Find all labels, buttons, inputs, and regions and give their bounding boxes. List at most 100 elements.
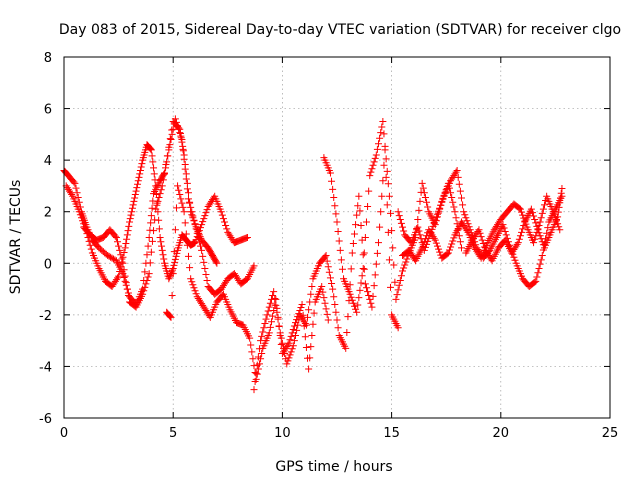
data-point-trail [112, 276, 120, 284]
data-point-trail [332, 210, 340, 218]
x-tick-label: 15 [383, 426, 400, 441]
data-point-trail [450, 203, 458, 211]
data-point-trail [323, 310, 331, 318]
data-point-trail [533, 273, 541, 281]
data-point-trail [283, 343, 291, 351]
data-point-trail [518, 208, 526, 216]
series-track-a [60, 117, 221, 309]
data-point-trail [189, 212, 197, 220]
data-point-trail [129, 201, 137, 209]
data-point-trail [162, 164, 170, 172]
data-point-trail [273, 308, 281, 316]
data-point-trail [528, 209, 536, 217]
data-point-trail [306, 298, 314, 306]
data-point-trail [141, 283, 149, 291]
y-tick-label: 0 [44, 257, 52, 272]
data-point-trail [133, 184, 141, 192]
data-point-trail [178, 199, 186, 207]
data-point-trail [548, 205, 556, 213]
data-point-trail [228, 235, 236, 243]
data-point-trail [155, 179, 163, 187]
data-point-trail [294, 321, 302, 329]
data-point-trail [108, 254, 116, 262]
data-point-trail [118, 255, 126, 263]
data-point-trail [197, 242, 204, 250]
data-point-trail [512, 242, 520, 250]
data-point-trail [308, 282, 316, 290]
data-point [433, 210, 441, 218]
data-point-trail [121, 272, 129, 280]
data-point [355, 192, 363, 200]
data-point-trail [222, 221, 230, 229]
data-point-trail [267, 318, 275, 326]
data-point-trail [369, 161, 377, 169]
data-point-trail [371, 271, 379, 279]
data-point-trail [285, 354, 293, 362]
data-point-trail [169, 270, 177, 278]
data-point-trail [436, 204, 444, 212]
data-point [368, 303, 376, 311]
data-point-trail [543, 229, 551, 237]
data-point-trail [500, 224, 508, 232]
data-point-trail [259, 328, 267, 336]
data-point-trail [445, 246, 453, 254]
data-point-trail [348, 296, 356, 304]
data-point-trail [87, 245, 95, 253]
data-point [289, 342, 297, 350]
data-point-trail [201, 212, 209, 220]
data-point-trail [531, 278, 539, 286]
data-point-trail [416, 197, 424, 205]
chart-title: Day 083 of 2015, Sidereal Day-to-day VTE… [59, 22, 621, 38]
data-point-trail [197, 224, 204, 232]
data-point-trail [390, 261, 398, 269]
data-point-trail [287, 332, 295, 340]
data-point-trail [148, 152, 156, 160]
data-point-trail [450, 234, 458, 242]
data-point-trail [320, 254, 328, 262]
data-point-trail [430, 219, 438, 227]
data-point-trail [302, 344, 310, 352]
data-point-trail [423, 198, 431, 206]
data-point-trail [143, 276, 151, 284]
data-point-trail [383, 201, 391, 209]
data-point-trail [134, 180, 142, 188]
data-point-trail [334, 227, 342, 235]
data-point-trail [462, 214, 470, 222]
data-point-trail [155, 194, 163, 202]
data-point-trail [393, 322, 401, 330]
data-point-trail [190, 239, 198, 247]
data-point-trail [324, 263, 332, 271]
data-point-trail [207, 249, 215, 257]
data-point-trail [556, 199, 564, 207]
data-point-trail [277, 341, 285, 349]
data-point-trail [261, 319, 269, 327]
data-point-trail [158, 242, 166, 250]
data-point-trail [293, 326, 301, 334]
data-point-trail [120, 266, 128, 274]
data-point [187, 275, 195, 283]
data-point-trail [126, 215, 134, 223]
data-point-trail [249, 264, 257, 272]
data-point-trail [105, 252, 113, 260]
data-point-trail [424, 203, 432, 211]
data-point-trail [264, 331, 272, 339]
data-point-trail [358, 272, 366, 280]
data-point-trail [266, 299, 274, 307]
data-point-trail [215, 287, 223, 295]
data-point-trail [284, 357, 292, 365]
data-point-trail [455, 232, 463, 240]
y-axis-label: SDTVAR / TECUs [8, 180, 24, 295]
data-point [538, 252, 546, 260]
data-point-trail [170, 248, 178, 256]
data-point-trail [435, 207, 443, 215]
data-point-trail [457, 194, 465, 202]
data-point-trail [74, 205, 82, 213]
data-point-trail [430, 234, 438, 242]
data-point-trail [356, 207, 364, 215]
data-point-trail [141, 268, 149, 276]
data-point-trail [437, 201, 445, 209]
data-point-trail [383, 167, 391, 175]
data-point-trail [84, 228, 92, 236]
data-point-trail [367, 299, 375, 307]
